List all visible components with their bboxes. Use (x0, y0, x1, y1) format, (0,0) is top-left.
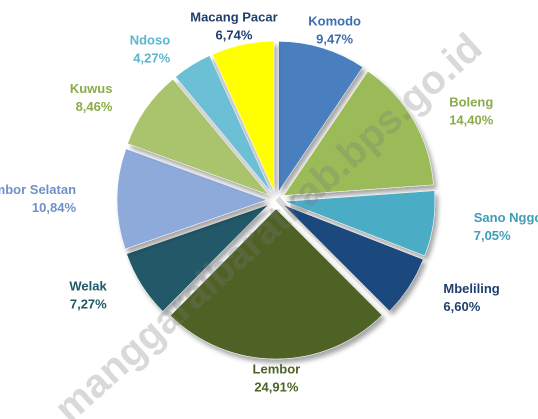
pie-slice (175, 55, 272, 193)
slice-label: Komodo (308, 13, 361, 28)
value-label: 4,27% (133, 50, 170, 65)
slice-label: Macang Pacar (190, 9, 277, 24)
slice-label: Lembor Selatan (0, 182, 76, 197)
value-label: 10,84% (32, 200, 77, 215)
slice-label: Boleng (449, 94, 493, 109)
slice-label: Lembor (253, 361, 301, 376)
pie-slice (116, 148, 268, 250)
value-label: 14,40% (449, 112, 494, 127)
pie-slice (126, 204, 269, 312)
value-label: 8,46% (76, 99, 113, 114)
pie-slice (170, 208, 383, 360)
value-label: 6,60% (443, 299, 480, 314)
value-label: 24,91% (254, 379, 299, 394)
pie-slice (278, 41, 364, 193)
slice-label: Kuwus (70, 81, 113, 96)
pie-slice (283, 70, 434, 196)
pie-slice (284, 190, 436, 257)
value-label: 7,27% (70, 296, 107, 311)
value-label: 9,47% (316, 31, 353, 46)
labels: Komodo 9,47% Boleng 14,40% Sano Nggoang 7,05%… (0, 9, 538, 394)
pie-slice (283, 204, 424, 312)
value-label: 7,05% (474, 228, 511, 243)
slice-label: Welak (69, 278, 107, 293)
pie (116, 40, 436, 360)
pie-slice (127, 78, 270, 196)
slice-label: Sano Nggoang (474, 210, 538, 225)
value-label: 6,74% (216, 27, 253, 42)
slice-label: Ndoso (130, 32, 171, 47)
slice-label: Mbeliling (443, 281, 499, 296)
pie-slice (212, 40, 275, 192)
